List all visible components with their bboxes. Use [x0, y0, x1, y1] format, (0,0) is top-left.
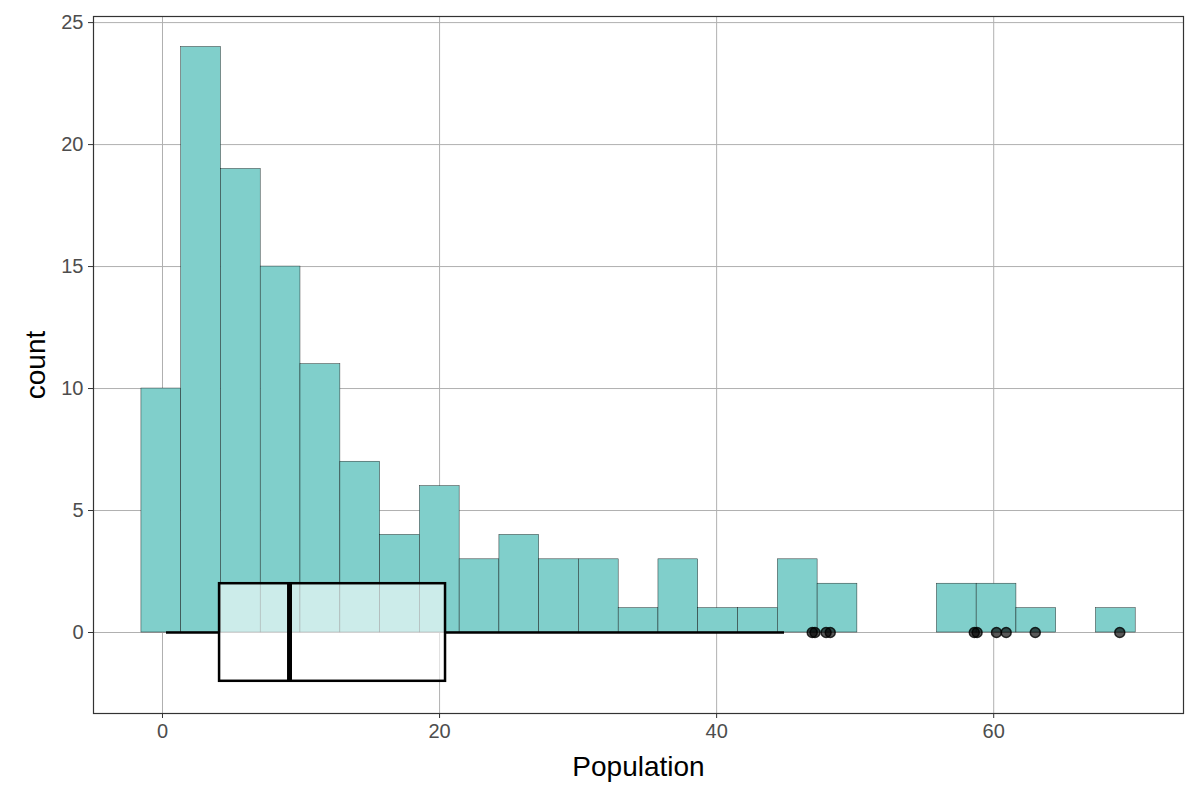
svg-text:10: 10	[61, 377, 83, 399]
svg-text:0: 0	[72, 621, 83, 643]
svg-text:0: 0	[157, 720, 168, 742]
svg-text:count: count	[20, 331, 51, 400]
svg-text:25: 25	[61, 11, 83, 33]
svg-text:20: 20	[61, 133, 83, 155]
svg-text:60: 60	[983, 720, 1005, 742]
svg-text:15: 15	[61, 255, 83, 277]
svg-text:40: 40	[706, 720, 728, 742]
svg-text:Population: Population	[572, 751, 704, 782]
svg-text:20: 20	[428, 720, 450, 742]
svg-text:5: 5	[72, 499, 83, 521]
